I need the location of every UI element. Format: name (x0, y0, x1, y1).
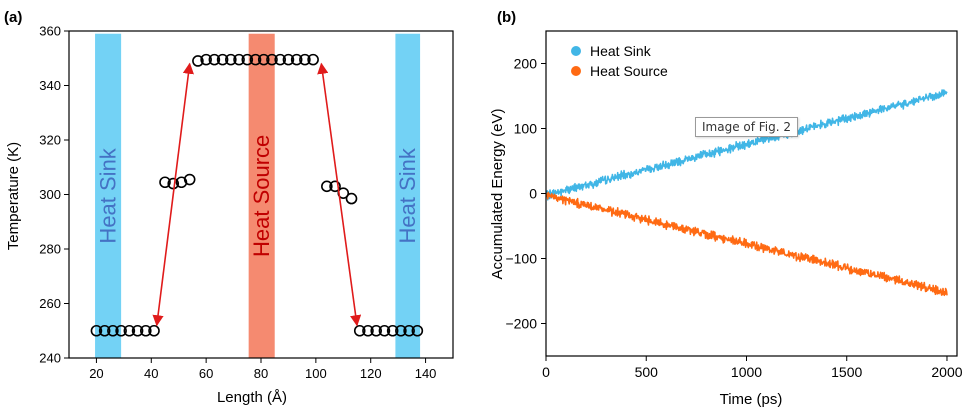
data-point (115, 324, 127, 337)
heat-sink-band (95, 33, 122, 358)
panel-b-x-axis-label: Time (ps) (720, 391, 783, 408)
panel-b-x-ticks: 0 500 1000 1500 2000 (542, 356, 963, 380)
y-tick-label: 260 (39, 296, 61, 311)
heat-sink-label: Heat Sink (395, 147, 420, 243)
panel-a-x-axis-label: Length (Å) (217, 389, 287, 406)
panel-a-y-ticks: 240 260 280 300 320 340 360 (39, 24, 69, 366)
x-tick-label: 20 (89, 366, 103, 381)
data-point (386, 324, 399, 337)
panel-b-label: (b) (497, 9, 516, 26)
data-point (395, 324, 407, 337)
data-point (233, 53, 245, 66)
data-point (208, 53, 221, 66)
panel-a-y-axis-label: Temperature (K) (5, 142, 22, 250)
x-tick-label: 1500 (831, 364, 862, 380)
y-tick-label: −200 (505, 316, 537, 332)
gradient-arrows (152, 62, 362, 327)
data-point (241, 53, 254, 66)
x-tick-label: 120 (360, 366, 382, 381)
data-point (98, 324, 111, 337)
heat-source-band (248, 33, 275, 358)
x-tick-label: 100 (305, 366, 327, 381)
data-point (90, 324, 103, 337)
data-point (266, 53, 278, 66)
y-tick-label: 200 (514, 56, 538, 72)
x-tick-label: 80 (254, 366, 268, 381)
y-tick-label: 240 (39, 351, 61, 366)
data-point (299, 53, 311, 66)
data-point (192, 55, 204, 67)
data-point (200, 53, 212, 66)
data-point (370, 324, 383, 337)
data-point (411, 324, 424, 337)
data-point (345, 192, 358, 205)
y-tick-label: 0 (529, 186, 537, 202)
data-point (257, 53, 270, 66)
data-point (140, 324, 152, 337)
image-tooltip: Image of Fig. 2 (695, 117, 799, 137)
legend-label: Heat Source (590, 63, 668, 79)
panel-a-label: (a) (4, 9, 22, 26)
data-point (123, 324, 136, 337)
y-tick-label: 100 (514, 121, 538, 137)
data-point (249, 53, 262, 66)
x-tick-label: 140 (415, 366, 437, 381)
y-tick-label: 300 (39, 187, 61, 202)
legend-marker (571, 46, 581, 56)
data-point (307, 53, 319, 66)
gradient-arrow (317, 62, 362, 327)
data-point (225, 53, 237, 66)
data-point (274, 53, 287, 66)
x-tick-label: 40 (144, 366, 158, 381)
region-bands: Heat Sink Heat Source Heat Sink (95, 33, 421, 358)
y-tick-label: 360 (39, 24, 61, 39)
x-tick-label: 60 (199, 366, 213, 381)
x-tick-label: 2000 (931, 364, 962, 380)
panel-a-x-ticks: 20 40 60 80 100 120 140 (89, 358, 436, 381)
panel-b-plot-frame (545, 30, 958, 357)
data-point (403, 324, 415, 337)
data-point (282, 53, 295, 66)
legend: Heat Sink Heat Source (571, 43, 668, 79)
heat-sink-series-line (546, 89, 948, 201)
legend-label: Heat Sink (590, 43, 652, 59)
heat-sink-label: Heat Sink (96, 147, 121, 243)
data-point (107, 324, 119, 337)
data-point (290, 53, 303, 66)
heat-sink-band (395, 33, 421, 358)
y-tick-label: 340 (39, 78, 61, 93)
y-tick-label: −100 (505, 251, 537, 267)
data-point (131, 324, 144, 337)
x-tick-label: 1000 (731, 364, 762, 380)
gradient-arrow (152, 62, 194, 327)
panel-b: (b) 0 500 1000 1500 2000 −200 −100 0 100 200 Hea… (489, 9, 963, 408)
x-tick-label: 0 (542, 364, 550, 380)
y-tick-label: 280 (39, 242, 61, 257)
heat-source-label: Heat Source (249, 135, 274, 257)
data-point (216, 53, 229, 66)
data-point (378, 324, 391, 337)
panel-b-y-axis-label: Accumulated Energy (eV) (489, 109, 506, 280)
x-tick-label: 500 (635, 364, 659, 380)
panel-a: (a) Heat Sink Heat Source Heat Sink 20 40 60… (4, 9, 454, 406)
legend-marker (571, 66, 581, 76)
y-tick-label: 320 (39, 133, 61, 148)
heat-source-series-line (546, 191, 948, 297)
data-point (362, 324, 374, 337)
panel-b-y-ticks: −200 −100 0 100 200 (505, 56, 546, 332)
energy-series (546, 89, 948, 297)
